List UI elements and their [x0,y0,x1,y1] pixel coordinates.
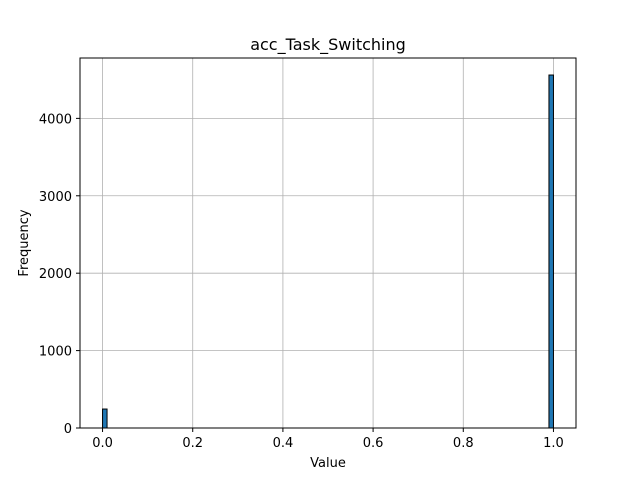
y-tick-label: 3000 [39,190,72,205]
y-axis-ticks: 0 1000 2000 3000 4000 [39,112,80,437]
histogram-bar [102,408,108,429]
x-axis-label: Value [310,456,346,471]
x-tick-label: 0.0 [92,436,113,451]
histogram-bar [548,74,554,429]
x-tick-label: 0.6 [363,436,384,451]
x-tick-label: 1.0 [543,436,564,451]
y-tick-label: 4000 [39,112,72,127]
plot-frame [79,57,577,429]
y-axis-label: Frequency [17,209,32,276]
bars [102,74,554,429]
x-axis-ticks: 0.0 0.2 0.4 0.6 0.8 1.0 [92,428,564,451]
x-tick-label: 0.8 [453,436,474,451]
y-tick-label: 2000 [39,267,72,282]
y-tick-label: 1000 [39,345,72,360]
chart-title: acc_Task_Switching [250,35,406,55]
y-tick-label: 0 [64,422,72,437]
grid-lines [80,58,576,429]
x-tick-label: 0.4 [273,436,294,451]
x-tick-label: 0.2 [182,436,203,451]
